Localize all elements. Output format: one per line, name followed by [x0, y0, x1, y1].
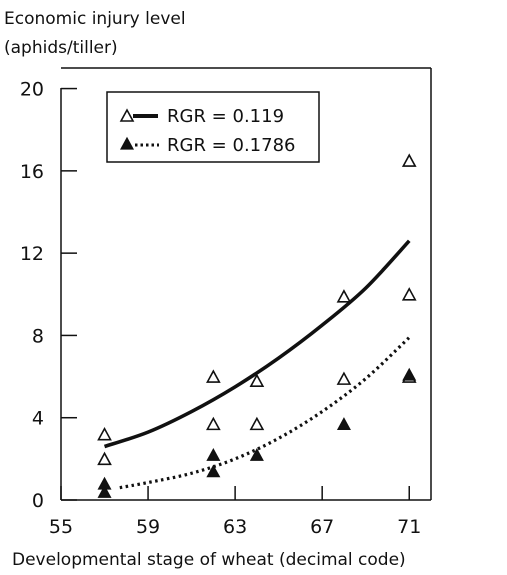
- series-1-fitted-curve: [103, 239, 411, 449]
- data-point-open-triangle: [97, 427, 112, 441]
- data-point-open-triangle: [401, 287, 417, 301]
- data-point-filled-triangle: [336, 417, 351, 430]
- legend: RGR = 0.119 RGR = 0.1786: [106, 91, 320, 163]
- axes: [60, 67, 432, 501]
- y-tick-label: 4: [32, 408, 44, 430]
- y-tick-label: 16: [20, 161, 44, 183]
- data-point-filled-triangle: [206, 464, 221, 478]
- data-point-open-triangle: [97, 451, 112, 466]
- data-point-filled-triangle: [249, 447, 264, 461]
- data-point-open-triangle: [336, 371, 352, 385]
- y-axis-label-line-1: Economic injury level: [4, 9, 186, 29]
- y-axis-label-line-2: (aphids/tiller): [4, 38, 118, 58]
- x-tick-label: 67: [310, 516, 334, 538]
- data-point-filled-triangle: [206, 447, 221, 461]
- data-point-open-triangle: [336, 289, 352, 303]
- legend-filled-triangle-icon: [119, 136, 135, 150]
- data-point-open-triangle: [206, 416, 221, 431]
- legend-label-series-1: RGR = 0.119: [167, 106, 284, 127]
- data-point-filled-triangle: [97, 485, 112, 498]
- x-axis-label: Developmental stage of wheat (decimal co…: [12, 550, 406, 570]
- legend-box: [106, 91, 320, 163]
- y-tick-label: 20: [20, 79, 44, 101]
- data-point-open-triangle: [206, 369, 221, 383]
- series-2-fitted-curve: [119, 336, 411, 490]
- data-point-filled-triangle: [402, 367, 417, 381]
- x-tick-label: 63: [223, 516, 247, 538]
- x-tick-label: 55: [49, 516, 73, 538]
- data-point-open-triangle: [249, 416, 265, 431]
- y-tick-label: 12: [20, 243, 44, 265]
- x-tick-label: 71: [397, 516, 421, 538]
- legend-label-series-2: RGR = 0.1786: [167, 135, 295, 156]
- y-tick-label: 0: [32, 490, 44, 512]
- x-tick-label: 59: [136, 516, 160, 538]
- legend-open-triangle-icon: [119, 108, 135, 122]
- y-tick-label: 8: [32, 325, 44, 347]
- data-point-open-triangle: [249, 373, 265, 387]
- data-point-open-triangle: [401, 153, 417, 167]
